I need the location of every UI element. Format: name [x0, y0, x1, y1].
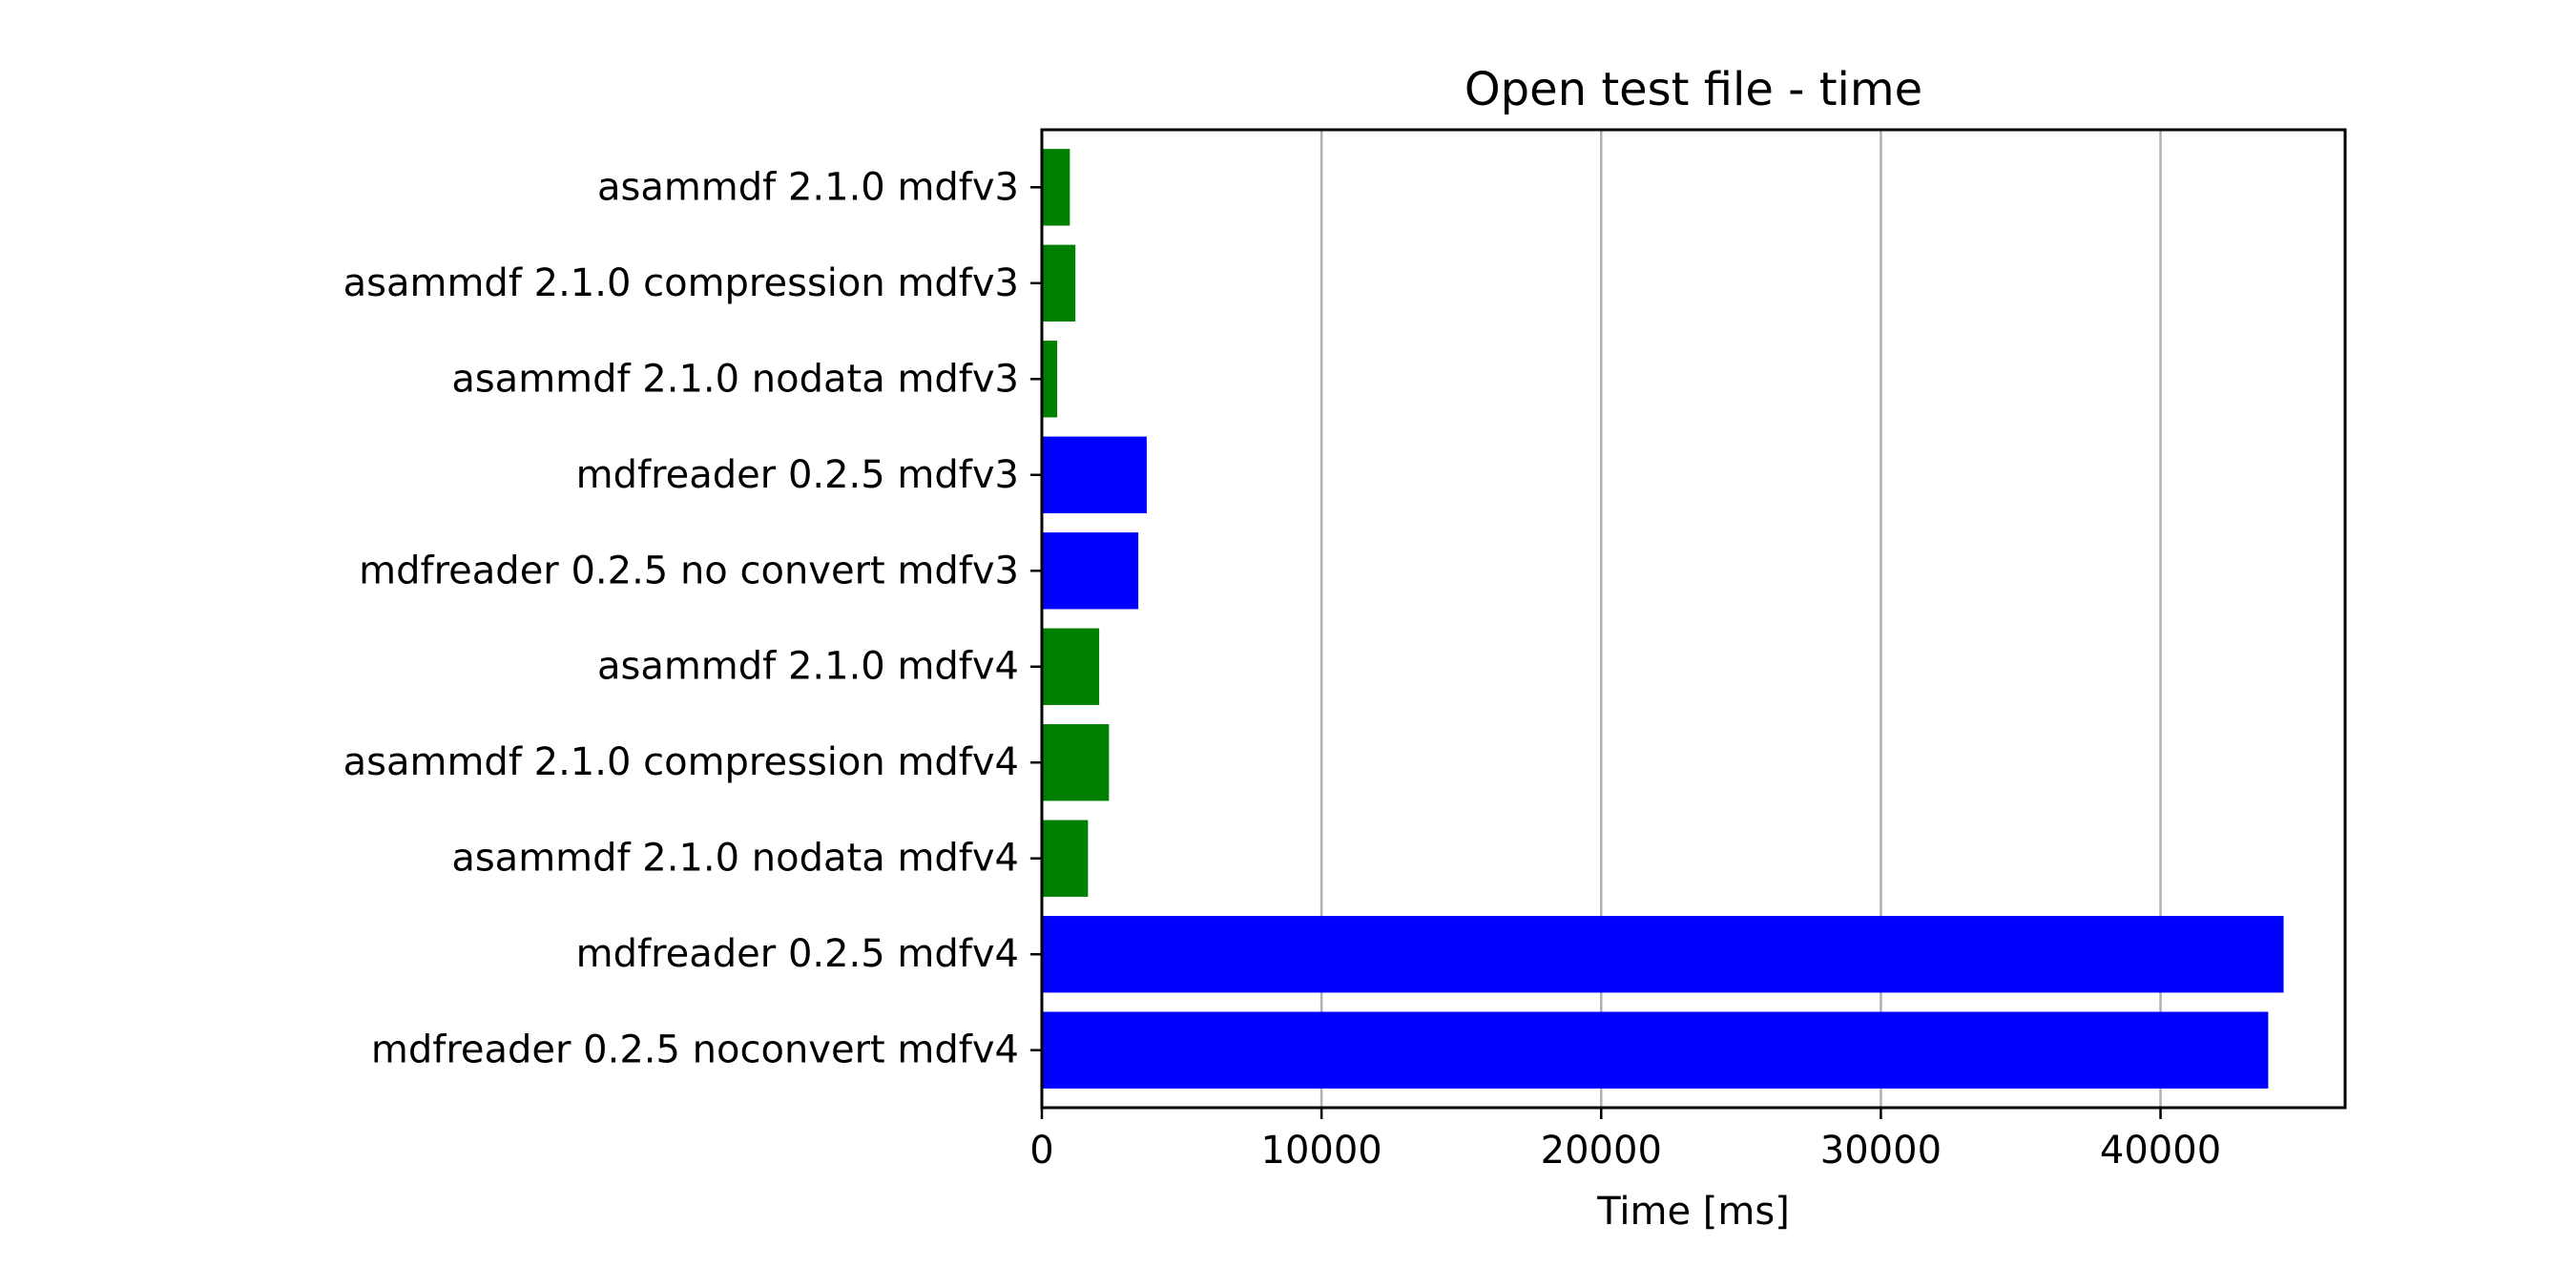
y-tick-label: mdfreader 0.2.5 no convert mdfv3	[359, 549, 1019, 592]
y-tick-label: asammdf 2.1.0 nodata mdfv4	[451, 837, 1019, 881]
bar	[1042, 341, 1058, 418]
y-tick-label: asammdf 2.1.0 mdfv3	[597, 165, 1019, 209]
y-tick-label: asammdf 2.1.0 compression mdfv4	[343, 740, 1019, 784]
bar	[1042, 916, 2284, 993]
bar	[1042, 244, 1076, 322]
bars	[1042, 149, 2284, 1089]
x-axis-ticks: 0 10000 20000 30000 40000	[1029, 1108, 2221, 1173]
bar	[1042, 724, 1110, 801]
y-axis-ticks: asammdf 2.1.0 mdfv3 asammdf 2.1.0 compres…	[343, 165, 1042, 1072]
bar	[1042, 436, 1147, 513]
bar	[1042, 820, 1089, 897]
x-axis-label: Time [ms]	[1596, 1190, 1790, 1234]
x-tick-label: 20000	[1541, 1129, 1662, 1173]
chart-title: Open test file - time	[1465, 63, 1922, 116]
y-tick-label: mdfreader 0.2.5 noconvert mdfv4	[371, 1028, 1019, 1072]
bar	[1042, 628, 1100, 705]
bar	[1042, 532, 1139, 610]
bar	[1042, 149, 1070, 226]
plot-frame	[1040, 128, 2347, 1110]
x-tick-label: 40000	[2100, 1129, 2221, 1173]
x-tick-label: 0	[1029, 1129, 1053, 1173]
y-tick-label: mdfreader 0.2.5 mdfv3	[576, 453, 1019, 497]
y-tick-label: asammdf 2.1.0 compression mdfv3	[343, 261, 1019, 305]
y-tick-label: asammdf 2.1.0 nodata mdfv3	[451, 357, 1019, 401]
y-tick-label: asammdf 2.1.0 mdfv4	[597, 645, 1019, 689]
x-tick-label: 10000	[1261, 1129, 1382, 1173]
bar	[1042, 1011, 2269, 1089]
x-tick-label: 30000	[1820, 1129, 1942, 1173]
y-tick-label: mdfreader 0.2.5 mdfv4	[576, 932, 1019, 976]
